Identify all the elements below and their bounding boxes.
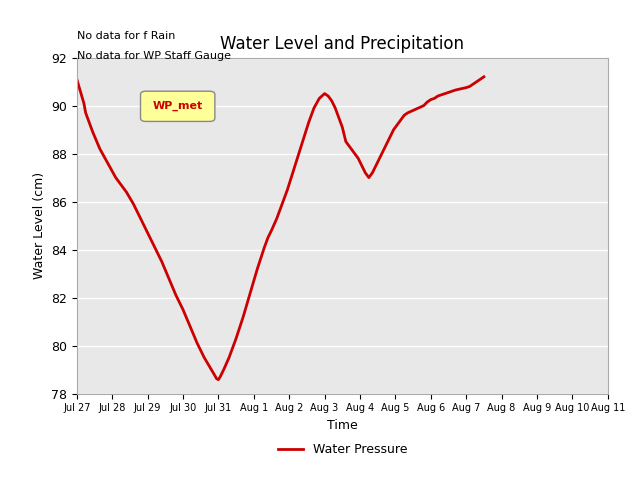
- FancyBboxPatch shape: [141, 91, 215, 121]
- Text: WP_met: WP_met: [152, 101, 203, 111]
- Title: Water Level and Precipitation: Water Level and Precipitation: [220, 35, 464, 53]
- Y-axis label: Water Level (cm): Water Level (cm): [33, 172, 45, 279]
- Text: No data for WP Staff Gauge: No data for WP Staff Gauge: [77, 51, 231, 61]
- Legend: Water Pressure: Water Pressure: [273, 438, 412, 461]
- Text: No data for f Rain: No data for f Rain: [77, 31, 175, 41]
- X-axis label: Time: Time: [327, 419, 358, 432]
